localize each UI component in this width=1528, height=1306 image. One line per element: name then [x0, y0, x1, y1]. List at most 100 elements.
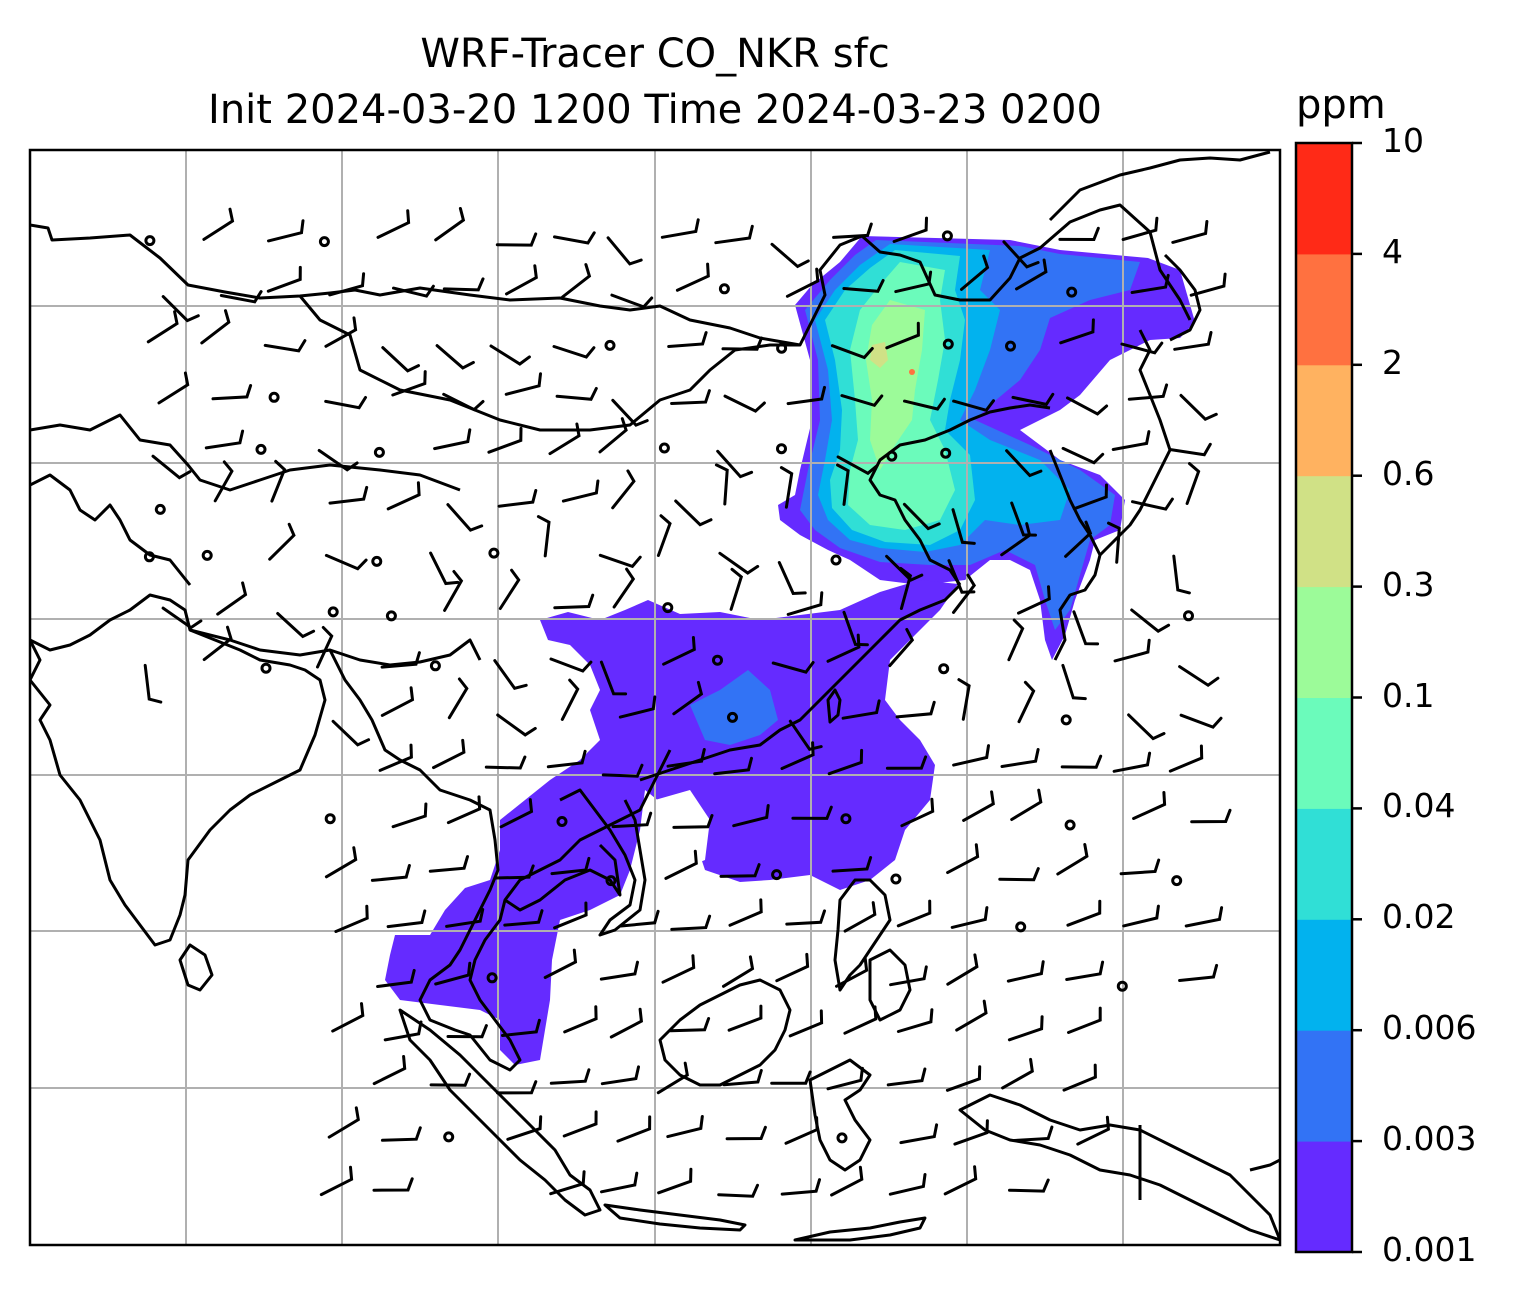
wind-barb: [219, 290, 263, 304]
wind-barb: [552, 345, 596, 359]
wind-barb: [666, 1115, 704, 1139]
wind-barb: [536, 515, 551, 558]
wind-barb: [729, 567, 744, 611]
wind-barb: [895, 700, 936, 719]
tracer-plume-layer: [385, 236, 1195, 1065]
wind-calm-marker: [443, 1131, 455, 1143]
wind-barb: [376, 968, 416, 988]
wind-barb: [888, 627, 915, 668]
wind-barb: [1062, 1063, 1097, 1092]
wind-barb: [376, 209, 411, 239]
wind-barb: [317, 449, 359, 472]
wind-barb: [1067, 1006, 1102, 1034]
wind-barb: [372, 1055, 407, 1086]
wind-calm-marker: [385, 610, 397, 622]
wind-barb: [446, 795, 482, 825]
wind-barb: [429, 1072, 472, 1087]
wind-barb: [1065, 960, 1105, 981]
wind-barb: [675, 262, 710, 292]
wind-calm-marker: [940, 447, 952, 459]
wind-barb: [380, 1126, 422, 1142]
wind-barb: [495, 232, 538, 247]
wind-barb: [899, 1123, 939, 1145]
wind-barb: [1060, 754, 1103, 769]
wind-barb: [950, 906, 989, 929]
wind-barb: [826, 633, 861, 663]
wind-barb: [443, 570, 464, 612]
wind-barb: [383, 1020, 423, 1042]
wind-barb: [1010, 788, 1043, 821]
wind-calm-marker: [255, 443, 267, 455]
wind-barb: [788, 1009, 824, 1038]
wind-barb: [611, 469, 636, 510]
colorbar-segment: [1296, 919, 1352, 1031]
wind-barb: [670, 914, 712, 931]
wind-barb: [727, 1004, 763, 1032]
wind-barb: [555, 387, 598, 401]
wind-barb: [549, 657, 593, 673]
wind-calm-marker: [1116, 980, 1128, 992]
wind-barb: [672, 680, 704, 716]
colorbar-tick-label: 0.6: [1382, 453, 1435, 493]
map-title-line-1: WRF-Tracer CO_NKR sfc: [420, 31, 890, 77]
wind-barb: [1132, 791, 1167, 820]
wind-barb: [952, 744, 990, 767]
wind-barb: [611, 811, 653, 829]
colorbar-segment: [1296, 475, 1352, 588]
wind-barb: [896, 1008, 934, 1033]
wind-barb: [1006, 960, 1045, 983]
wind-barb: [721, 336, 763, 351]
wind-barb: [1171, 220, 1209, 244]
wind-barb: [717, 1183, 759, 1198]
wind-barb: [784, 1116, 819, 1145]
wind-barb: [324, 396, 367, 410]
coast-borneo: [658, 978, 792, 1087]
wind-barb: [892, 216, 928, 243]
wind-barb: [885, 755, 928, 770]
wind-barb: [1017, 585, 1051, 615]
wind-calm-marker: [1060, 714, 1072, 726]
map-title-line-2: Init 2024-03-20 1200 Time 2024-03-23 020…: [208, 87, 1102, 133]
wind-barb: [263, 339, 307, 353]
wind-barb: [316, 626, 334, 669]
wind-barb: [447, 677, 469, 720]
wind-barb: [836, 463, 850, 506]
wind-barb: [601, 763, 644, 778]
wind-barb: [161, 606, 203, 630]
wind-barb: [785, 909, 826, 926]
wind-calm-marker: [776, 342, 788, 354]
wind-barb: [718, 551, 760, 575]
wind-barb: [599, 960, 639, 981]
wind-barb: [843, 901, 877, 933]
wind-barb: [506, 1115, 543, 1141]
wind-calm-marker: [260, 662, 272, 674]
wind-barb: [719, 863, 761, 878]
wind-barb: [433, 428, 472, 451]
wind-barb: [324, 846, 358, 879]
wind-barb: [777, 561, 807, 596]
plume-north-hotspot: [870, 342, 888, 368]
wind-barb: [484, 755, 527, 770]
wind-barb: [1173, 331, 1213, 351]
wind-calm-marker: [1183, 610, 1194, 622]
wind-barb: [1178, 665, 1220, 688]
wind-barb: [324, 316, 358, 348]
wind-barb: [835, 956, 869, 988]
wind-barb: [331, 1002, 365, 1033]
wind-barb: [786, 385, 826, 406]
wind-barb: [1000, 522, 1032, 557]
wind-barb: [157, 371, 190, 405]
wind-barb: [840, 394, 884, 408]
wind-barb: [211, 384, 253, 401]
wind-calm-marker: [890, 873, 902, 885]
wind-barb: [953, 1119, 989, 1146]
plume-north-pale: [866, 300, 925, 470]
wind-calm-marker: [371, 555, 383, 567]
coast-south-china: [639, 583, 962, 782]
wind-calm-marker: [1064, 819, 1076, 831]
wind-barb: [498, 568, 521, 610]
wind-barb: [434, 207, 466, 242]
wind-barb: [670, 389, 711, 405]
wind-barb: [669, 1017, 711, 1033]
wind-barb: [445, 908, 485, 928]
